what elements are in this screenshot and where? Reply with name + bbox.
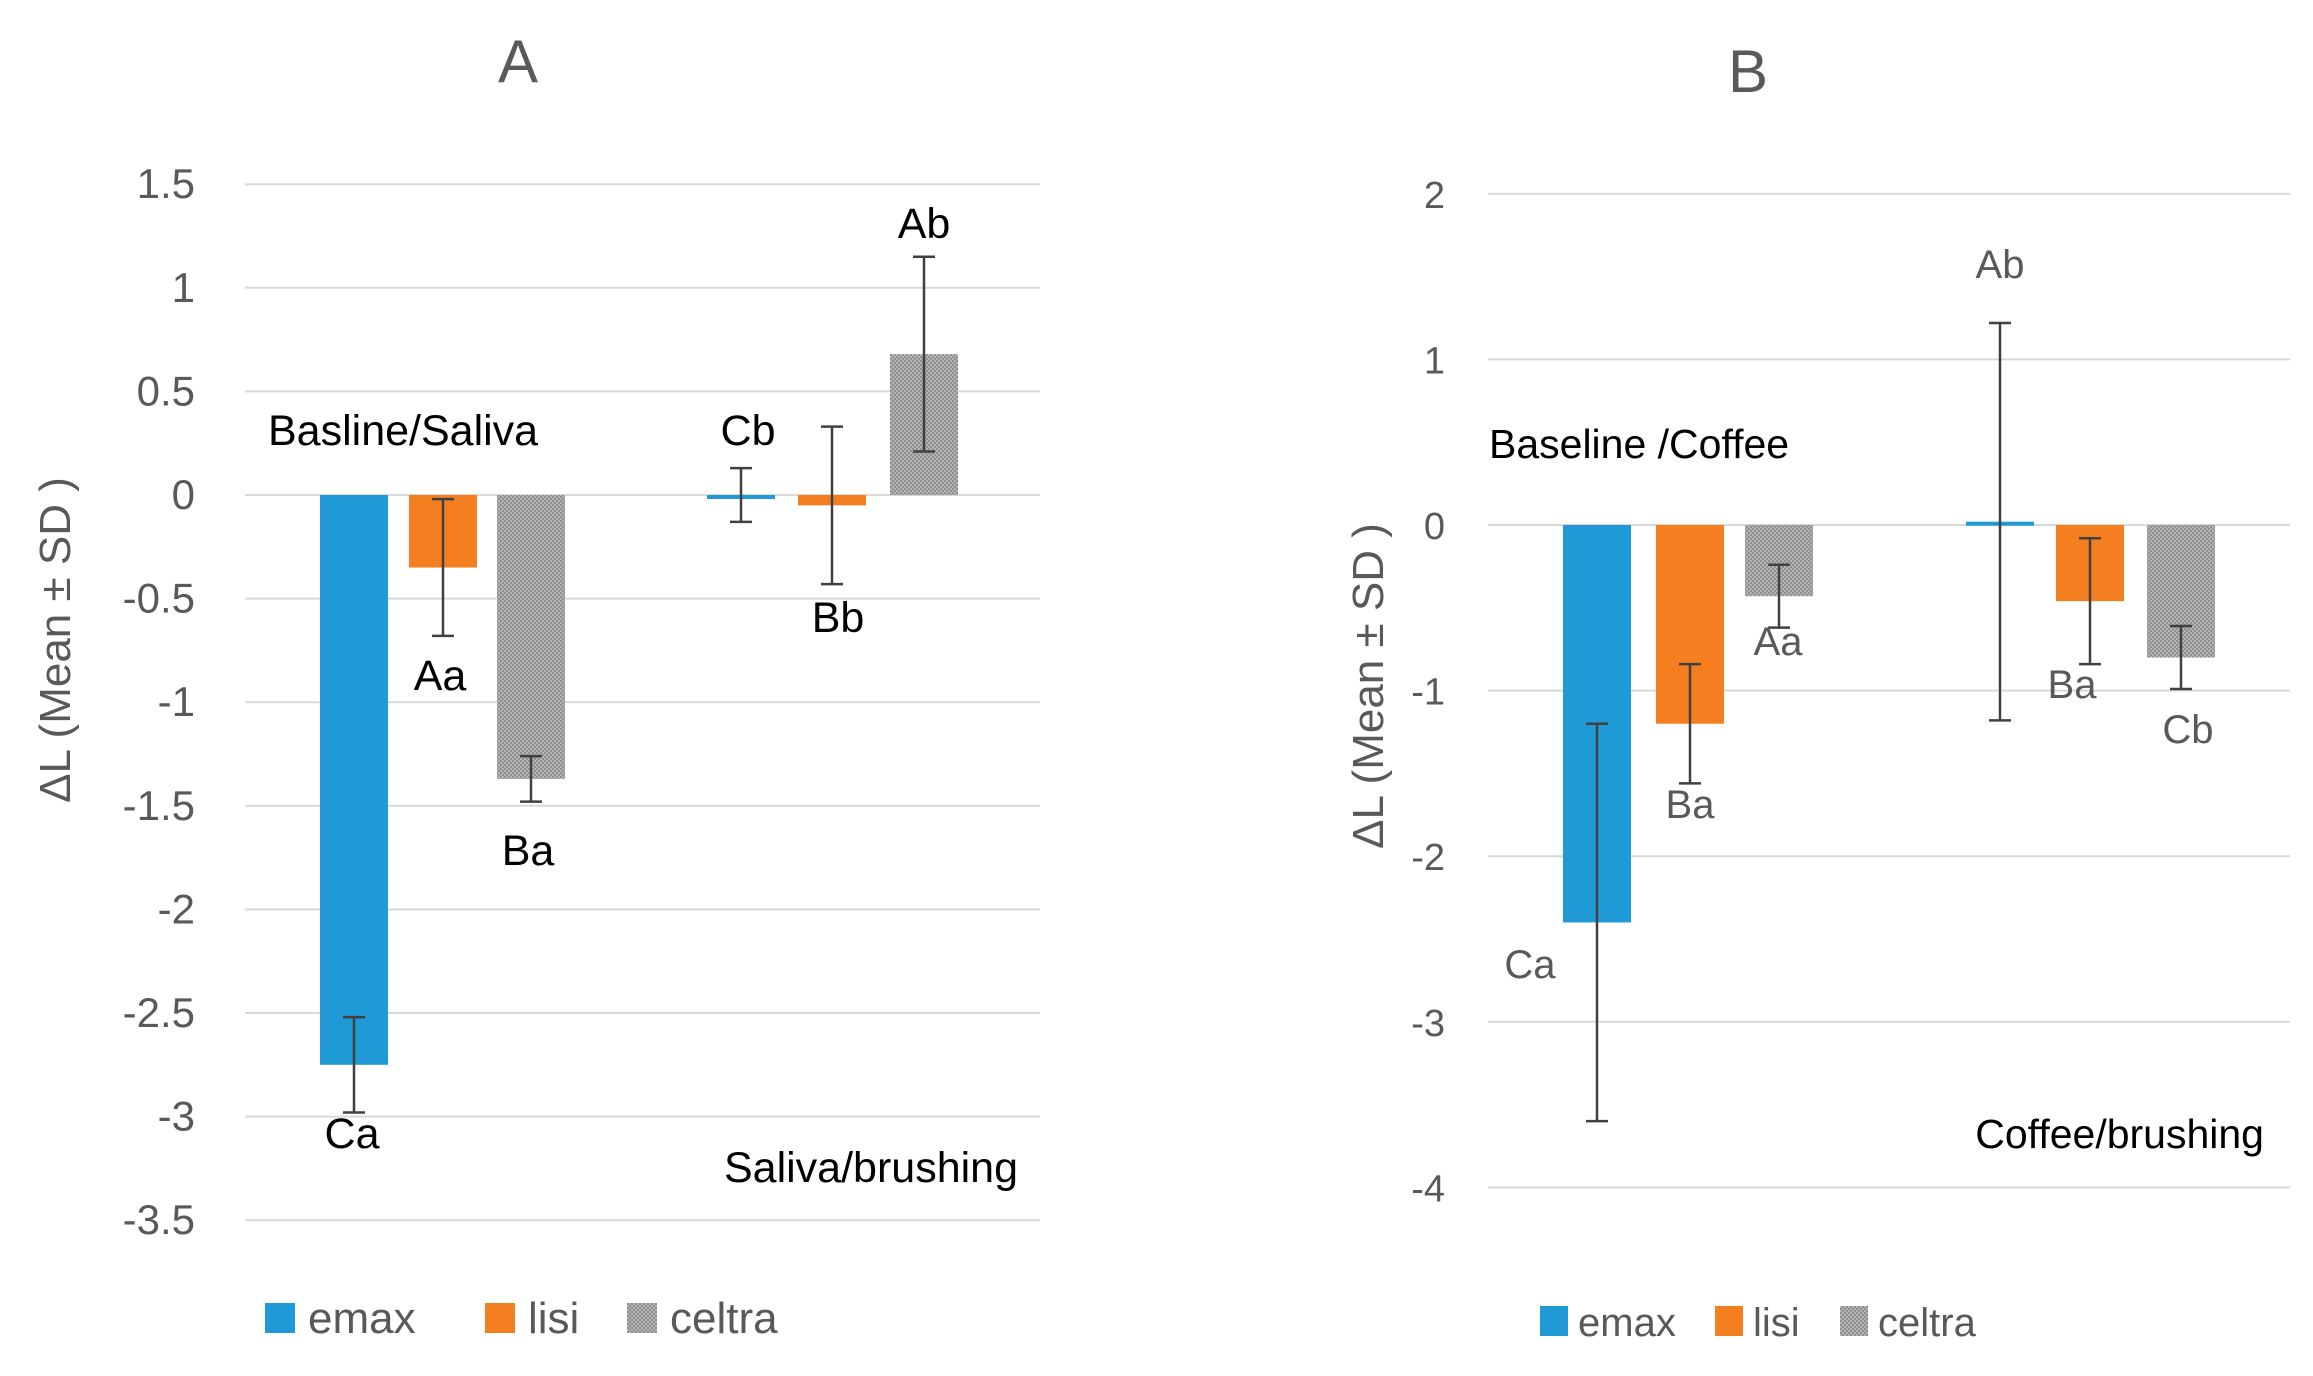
significance-letter: Ca [325,1110,380,1158]
legend-swatch-lisi [485,1303,515,1333]
y-tick-label: -4 [1411,1168,1445,1210]
significance-letter: Ba [502,827,555,875]
chart-a-bars [320,354,958,1065]
chart-b-y-ticks: 2 1 0 -1 -2 -3 -4 [1411,175,1445,1211]
significance-letter: Ab [1976,243,2025,287]
y-tick-label: -3 [1411,1003,1445,1045]
chart-b-legend: emax lisi celtra [1540,1301,1977,1345]
y-tick-label: 0 [172,471,195,518]
bar-emax-1 [320,495,388,1065]
error-bar-emax-2 [1989,321,2011,722]
y-tick-label: -3.5 [123,1196,195,1243]
error-bar-celtra-1 [1768,563,1790,629]
y-tick-label: -1 [158,678,195,725]
y-tick-label: 1.5 [137,160,195,207]
legend-label-lisi: lisi [528,1294,579,1343]
error-bar-celtra-2 [913,255,935,453]
chart-a-title: A [498,28,538,95]
legend-swatch-celtra [1840,1306,1868,1336]
chart-b-error-bars [1586,321,2192,1123]
chart-b-y-axis-label: ΔL (Mean ± SD ) [1344,523,1393,849]
chart-a-category-label-2: Saliva/brushing [724,1144,1018,1192]
y-tick-label: 1 [1424,340,1445,382]
legend-swatch-celtra [627,1303,657,1333]
error-bar-lisi-2 [2079,536,2101,666]
error-bar-emax-2 [730,466,752,524]
chart-b-category-label-1: Baseline /Coffee [1489,421,1789,467]
chart-b-title: B [1728,38,1768,105]
significance-letter: Ca [1504,943,1556,987]
significance-letter: Aa [1754,620,1804,664]
significance-letter: Ba [2048,663,2098,707]
legend-label-celtra: celtra [1878,1301,1977,1345]
chart-a-error-bars [343,255,935,1114]
legend-swatch-emax [1540,1306,1568,1336]
y-tick-label: 0.5 [137,367,195,414]
significance-letter: Ba [1666,783,1716,827]
legend-label-emax: emax [1578,1301,1676,1345]
chart-b-letters: Ca Ab Ba Ba Aa Cb [1504,243,2213,987]
significance-letter: Cb [2162,708,2213,752]
error-bar-lisi-1 [1679,662,1701,785]
chart-a-legend: emax lisi celtra [265,1294,778,1343]
significance-letter: Aa [414,652,467,700]
error-bar-lisi-2 [821,425,843,586]
y-tick-label: 1 [172,264,195,311]
y-tick-label: -0.5 [123,575,195,622]
y-tick-label: -2 [1411,837,1445,879]
legend-swatch-emax [265,1303,295,1333]
y-tick-label: -2.5 [123,989,195,1036]
chart-b-bars [1563,521,2215,923]
legend-label-emax: emax [308,1294,416,1343]
significance-letter: Bb [812,594,865,642]
significance-letter: Ab [898,200,951,248]
error-bar-celtra-1 [520,754,542,803]
y-tick-label: -2 [158,885,195,932]
chart-a-letters: Ca Cb Aa Bb Ba Ab [325,200,951,1158]
bar-celtra-1 [497,495,565,779]
y-tick-label: 2 [1424,175,1445,217]
chart-b: B 2 1 0 -1 -2 -3 -4 ΔL (Mean ± SD ) Ca Ab Ba Ba Aa… [1344,38,2290,1345]
legend-label-lisi: lisi [1753,1301,1800,1345]
chart-b-category-label-2: Coffee/brushing [1975,1111,2264,1157]
y-tick-label: -1.5 [123,782,195,829]
y-tick-label: 0 [1424,506,1445,548]
chart-a: A 1.5 1 0.5 0 -0.5 -1 -1.5 -2 -2.5 -3 -3.5 ΔL (Mea… [31,28,1040,1343]
error-bar-celtra-2 [2170,624,2192,691]
legend-label-celtra: celtra [670,1294,778,1343]
error-bar-emax-1 [1586,722,1608,1123]
legend-swatch-lisi [1715,1306,1743,1336]
chart-a-category-label-1: Basline/Saliva [268,407,538,455]
significance-letter: Cb [721,407,776,455]
error-bar-lisi-1 [432,497,454,638]
y-tick-label: -1 [1411,672,1445,714]
error-bar-emax-1 [343,1015,365,1114]
y-tick-label: -3 [158,1093,195,1140]
chart-a-y-ticks: 1.5 1 0.5 0 -0.5 -1 -1.5 -2 -2.5 -3 -3.5 [123,160,195,1243]
chart-a-y-axis-label: ΔL (Mean ± SD ) [31,477,80,803]
